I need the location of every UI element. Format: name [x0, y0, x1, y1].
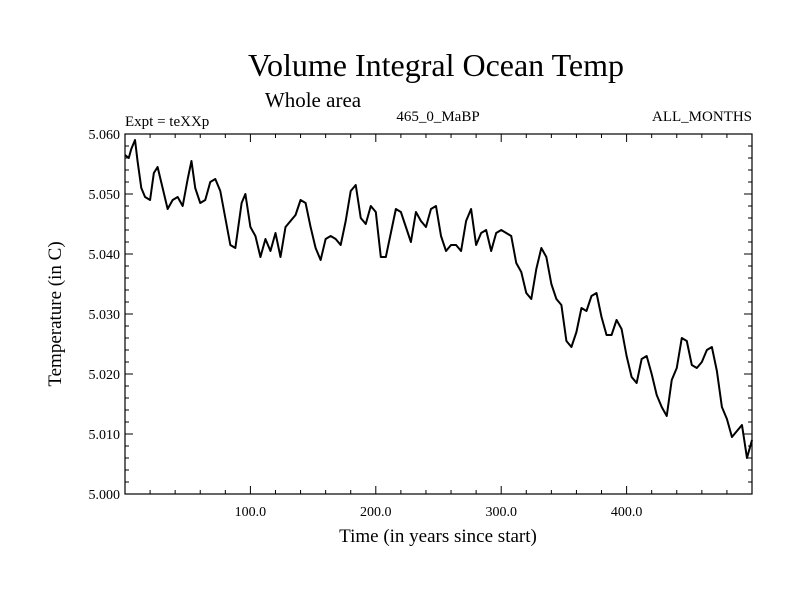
experiment-label: Expt = teXXp [125, 114, 209, 130]
chart-subtitle: Whole area [265, 88, 362, 112]
temperature-series-line [124, 139, 753, 459]
y-tick-label: 5.040 [89, 248, 121, 263]
y-axis: 5.000 5.010 5.020 5.030 5.040 5.050 5.060 [89, 128, 752, 503]
x-tick-label: 100.0 [235, 505, 267, 520]
plot-area [124, 139, 753, 459]
y-tick-label: 5.000 [89, 488, 121, 503]
y-tick-label: 5.020 [89, 368, 121, 383]
x-axis-label: Time (in years since start) [339, 526, 537, 547]
months-label: ALL_MONTHS [652, 109, 752, 125]
y-tick-label: 5.050 [89, 188, 121, 203]
y-axis-label: Temperature (in C) [45, 241, 66, 386]
x-tick-label: 300.0 [485, 505, 517, 520]
y-tick-label: 5.010 [89, 428, 121, 443]
x-tick-label: 200.0 [360, 505, 392, 520]
x-tick-label: 400.0 [611, 505, 643, 520]
y-tick-label: 5.060 [89, 128, 121, 143]
chart-title: Volume Integral Ocean Temp [248, 47, 624, 83]
y-tick-label: 5.030 [89, 308, 121, 323]
x-axis: 100.0 200.0 300.0 400.0 [149, 134, 728, 520]
period-label: 465_0_MaBP [396, 109, 479, 125]
